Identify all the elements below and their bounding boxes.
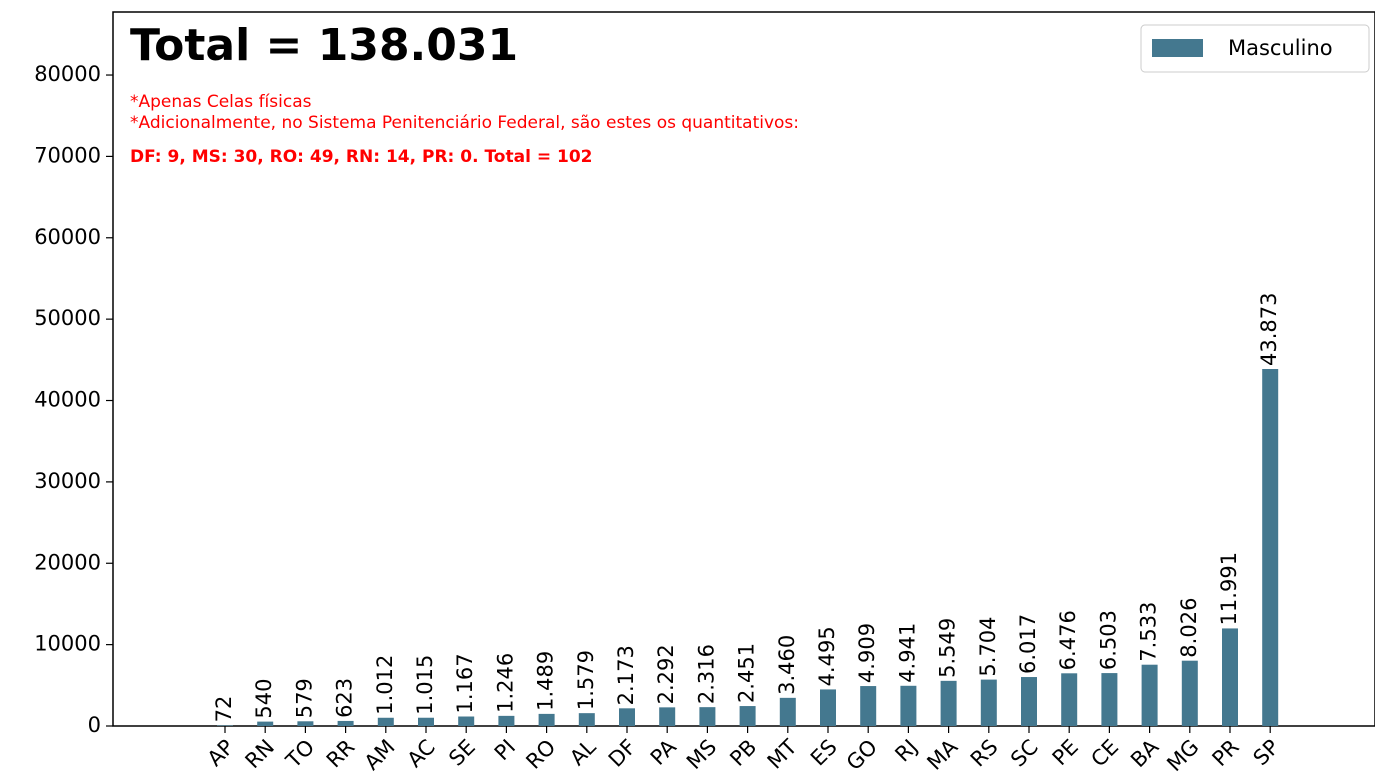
x-tick-label: RS xyxy=(966,735,1003,772)
x-tick-label: DF xyxy=(604,735,641,772)
x-tick-label: RR xyxy=(322,735,360,773)
x-tick-label: BA xyxy=(1126,734,1164,772)
bar xyxy=(498,715,515,726)
value-label: 2.316 xyxy=(694,644,718,704)
bar xyxy=(1181,660,1198,726)
value-label: 623 xyxy=(333,678,357,718)
value-label: 4.941 xyxy=(895,623,919,683)
value-label: 6.017 xyxy=(1016,614,1040,674)
note: *Adicionalmente, no Sistema Penitenciári… xyxy=(130,113,799,133)
legend-swatch xyxy=(1152,39,1203,57)
x-tick-label: RO xyxy=(521,735,560,774)
y-tick-label: 0 xyxy=(88,713,101,737)
bar xyxy=(779,697,796,726)
y-tick-label: 80000 xyxy=(34,62,101,86)
bar xyxy=(578,713,595,726)
y-tick-label: 60000 xyxy=(34,225,101,249)
value-label: 2.292 xyxy=(654,644,678,704)
value-label: 540 xyxy=(252,679,276,719)
bar xyxy=(217,725,233,726)
bar xyxy=(257,721,274,726)
x-tick-label: AM xyxy=(360,735,400,775)
y-tick-label: 10000 xyxy=(34,632,101,656)
bar xyxy=(900,685,917,726)
value-label: 1.579 xyxy=(574,650,598,710)
x-tick-label: AP xyxy=(203,735,239,771)
value-label: 1.246 xyxy=(493,653,517,713)
legend-box xyxy=(1140,24,1370,73)
x-tick-label: PB xyxy=(725,735,761,771)
bar xyxy=(458,716,475,726)
bar xyxy=(538,713,555,726)
y-tick-label: 20000 xyxy=(34,550,101,574)
value-label: 6.503 xyxy=(1096,610,1120,670)
bar xyxy=(1101,673,1118,726)
x-tick-label: TO xyxy=(281,735,319,773)
note: *Apenas Celas físicas xyxy=(130,92,312,112)
value-label: 4.909 xyxy=(855,623,879,683)
bar xyxy=(659,707,676,726)
bar xyxy=(940,680,957,726)
value-label: 1.489 xyxy=(534,651,558,711)
y-tick-label: 50000 xyxy=(34,306,101,330)
y-tick-label: 40000 xyxy=(34,388,101,412)
bar xyxy=(619,708,635,726)
value-label: 5.704 xyxy=(976,616,1000,676)
x-tick-label: PA xyxy=(646,734,682,770)
x-tick-label: SP xyxy=(1249,735,1284,770)
value-label: 3.460 xyxy=(775,635,799,695)
value-label: 7.533 xyxy=(1137,602,1161,662)
x-tick-label: GO xyxy=(842,735,882,775)
bar xyxy=(337,720,354,726)
x-tick-label: MA xyxy=(922,734,962,774)
total-annotation: Total = 138.031 xyxy=(130,20,518,71)
note: DF: 9, MS: 30, RO: 49, RN: 14, PR: 0. To… xyxy=(130,147,592,167)
x-tick-label: PI xyxy=(490,735,520,765)
y-tick-label: 30000 xyxy=(34,469,101,493)
value-label: 1.167 xyxy=(453,653,477,713)
bar xyxy=(297,721,314,726)
x-tick-label: SC xyxy=(1006,735,1043,772)
bar xyxy=(739,706,756,726)
bar xyxy=(1141,664,1158,726)
x-tick-label: MS xyxy=(682,735,721,774)
x-tick-label: SE xyxy=(444,735,480,771)
bar xyxy=(418,717,434,726)
value-label: 6.476 xyxy=(1056,610,1080,670)
x-tick-label: PR xyxy=(1208,735,1244,771)
value-label: 2.173 xyxy=(614,645,638,705)
bar xyxy=(1021,677,1037,726)
value-label: 43.873 xyxy=(1257,293,1281,366)
x-tick-label: PE xyxy=(1048,735,1083,770)
y-tick-label: 70000 xyxy=(34,143,101,167)
value-label: 72 xyxy=(212,696,236,723)
bar xyxy=(1222,628,1238,726)
value-label: 1.012 xyxy=(373,655,397,715)
bar xyxy=(699,707,716,726)
x-tick-label: MG xyxy=(1162,735,1203,776)
bar xyxy=(1061,673,1078,726)
x-tick-label: RJ xyxy=(891,735,923,767)
bar xyxy=(377,717,394,726)
value-label: 4.495 xyxy=(815,626,839,686)
value-label: 1.015 xyxy=(413,655,437,715)
x-tick-label: AC xyxy=(403,735,440,772)
x-tick-label: CE xyxy=(1086,735,1123,772)
x-tick-label: ES xyxy=(806,735,842,771)
x-tick-label: RN xyxy=(241,735,279,773)
value-label: 2.451 xyxy=(735,643,759,703)
value-label: 11.991 xyxy=(1217,552,1241,625)
bar xyxy=(820,689,836,726)
x-tick-label: MT xyxy=(763,735,802,774)
value-label: 5.549 xyxy=(936,618,960,678)
legend-label: Masculino xyxy=(1228,36,1333,60)
value-label: 8.026 xyxy=(1177,598,1201,658)
bar xyxy=(1262,369,1279,726)
bar xyxy=(980,679,997,726)
value-label: 579 xyxy=(292,678,316,718)
bar xyxy=(860,686,877,726)
x-tick-label: AL xyxy=(565,735,601,771)
